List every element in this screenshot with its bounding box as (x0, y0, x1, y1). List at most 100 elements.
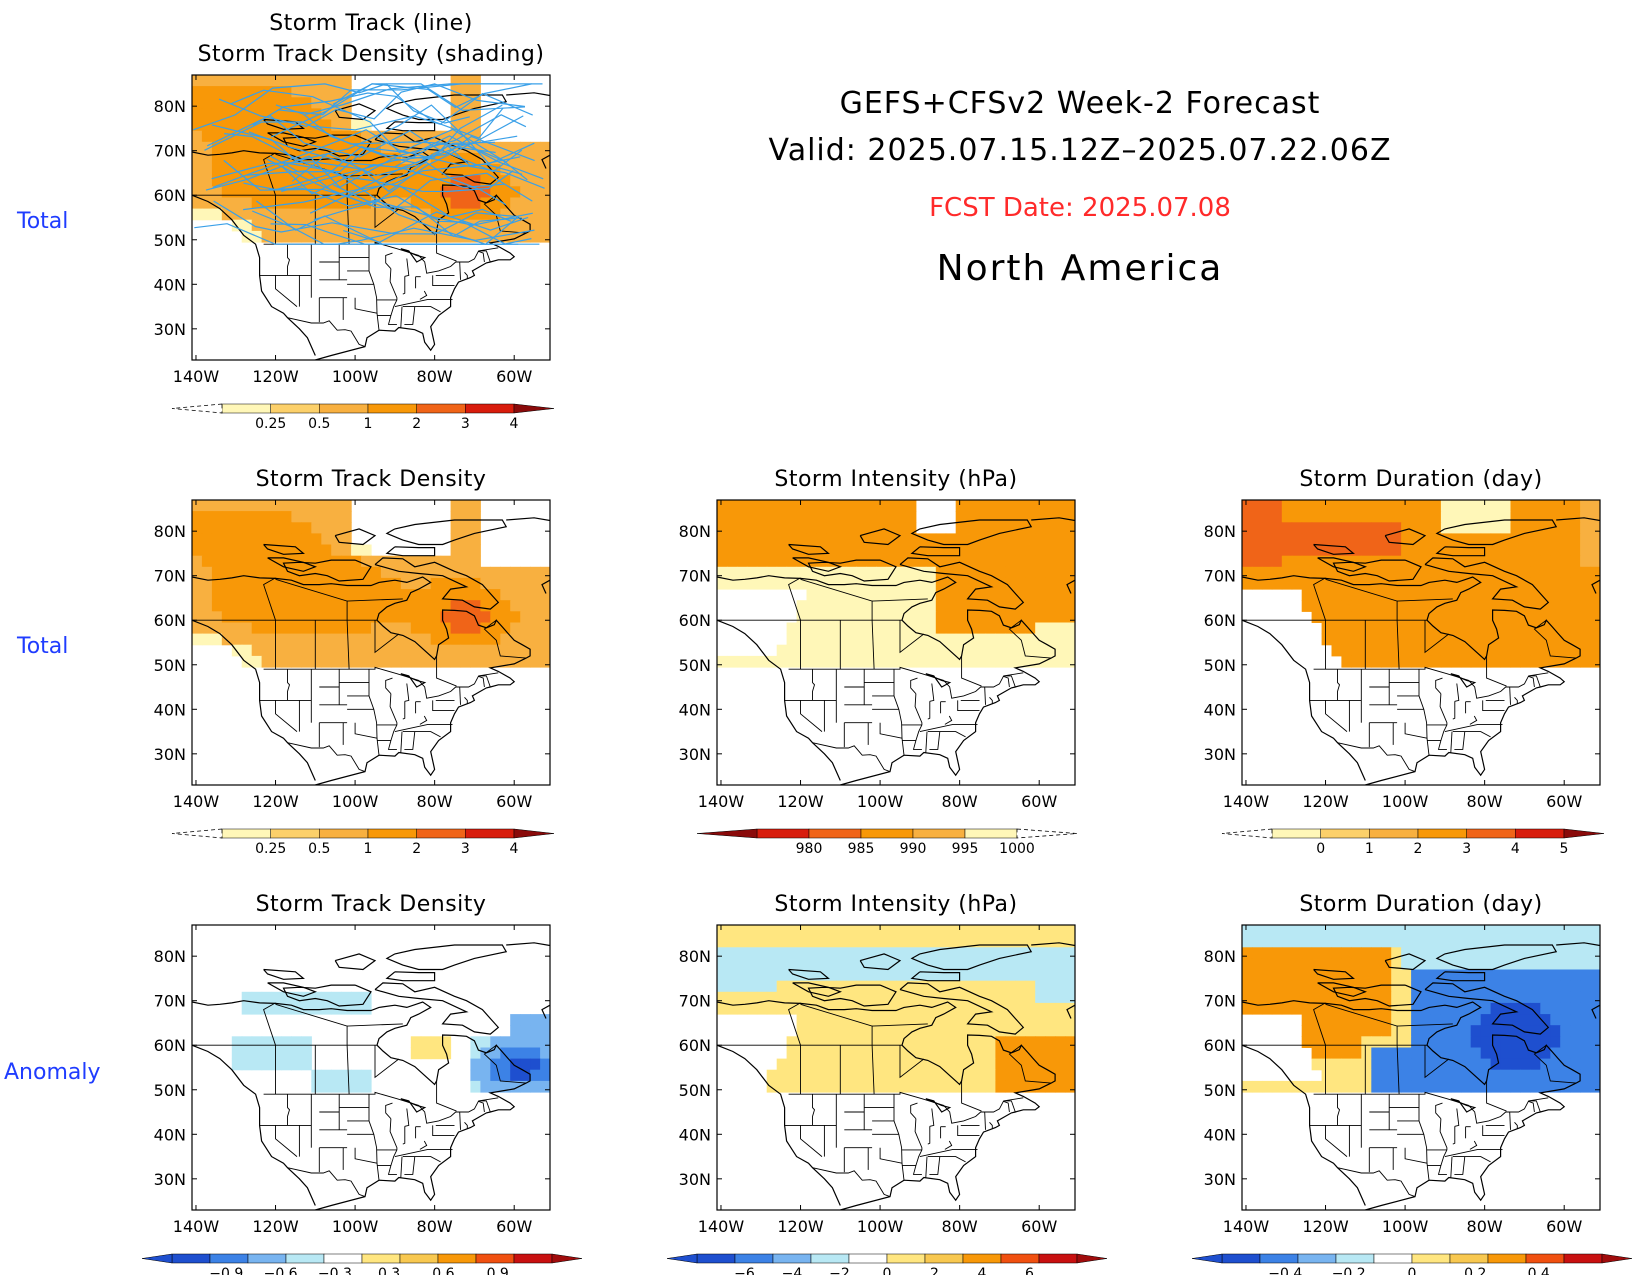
shade-cell (351, 208, 362, 221)
shade-cell (876, 1002, 887, 1015)
shade-cell (756, 991, 768, 1004)
boundary-line (1003, 1097, 1024, 1113)
shade-cell (816, 980, 827, 993)
shade-cell (995, 533, 1006, 546)
coastline (374, 982, 500, 1035)
shade-cell (321, 186, 332, 198)
shade-cell (410, 633, 422, 646)
shade-cell (192, 622, 203, 635)
coastline (385, 546, 436, 557)
shade-cell (241, 186, 253, 198)
shade-cell (1015, 947, 1026, 959)
shade-cell (816, 622, 827, 635)
shade-cell (510, 589, 521, 601)
shade-cell (786, 1058, 798, 1071)
coastline (541, 1004, 550, 1019)
shade-cell (1311, 1036, 1323, 1048)
shade-cell (410, 622, 422, 635)
shade-cell (361, 164, 372, 176)
coastline (385, 971, 436, 982)
shade-cell (460, 533, 471, 546)
shade-cell (1055, 925, 1066, 937)
shade-cell (1540, 991, 1551, 1004)
shade-cell (1440, 566, 1452, 579)
shade-cell (1460, 1047, 1472, 1060)
boundary-line (1454, 1156, 1466, 1175)
shade-cell (995, 1025, 1006, 1037)
shade-cell (321, 991, 332, 1004)
shade-cell (450, 577, 462, 590)
boundary-line (287, 742, 366, 773)
shade-cell (826, 522, 837, 534)
shade-cell (1580, 611, 1591, 623)
shade-cell (450, 555, 462, 568)
shade-cell (776, 1002, 788, 1015)
shade-cell (1291, 958, 1303, 971)
shade-cell (915, 1058, 927, 1071)
shade-cell (786, 544, 798, 557)
shade-cell (905, 980, 917, 993)
shade-cell (1005, 925, 1016, 937)
shade-cell (1331, 622, 1342, 635)
shade-cell (1311, 511, 1323, 523)
shade-cell (420, 589, 432, 601)
lon-tick-label: 100W (1382, 1217, 1429, 1236)
shade-cell (776, 947, 788, 959)
shade-cell (1341, 1047, 1352, 1060)
shade-cell (1251, 958, 1263, 971)
shade-cell (1242, 947, 1253, 959)
shade-cell (726, 544, 738, 557)
shade-cell (1391, 947, 1402, 959)
shade-cell (1381, 1047, 1392, 1060)
shade-cell (1391, 589, 1402, 601)
boundary-line (1396, 1045, 1400, 1095)
shade-cell (1401, 991, 1412, 1004)
shade-cell (430, 175, 442, 187)
shade-cell (1580, 1080, 1591, 1093)
shade-cell (301, 208, 312, 221)
shade-cell (1490, 925, 1502, 937)
shade-cell (1331, 522, 1342, 534)
shade-cell (1470, 577, 1482, 590)
coastline (1424, 557, 1550, 610)
shade-cell (530, 644, 541, 657)
boundary-line (944, 715, 953, 725)
shade-cell (480, 152, 491, 165)
shade-cell (896, 533, 907, 546)
shade-cell (1015, 1025, 1026, 1037)
shade-cell (321, 544, 332, 557)
shade-cell (1550, 500, 1561, 512)
shade-cell (1261, 511, 1273, 523)
shade-cell (261, 644, 273, 657)
shade-cell (1580, 555, 1591, 568)
shade-cell (321, 600, 332, 612)
shade-cell (1490, 611, 1502, 623)
shade-cell (945, 1036, 957, 1048)
shade-cell (231, 566, 243, 579)
shade-cell (736, 958, 748, 971)
shade-cell (1421, 633, 1432, 646)
shade-cell (1421, 622, 1432, 635)
shade-cell (1371, 925, 1382, 937)
colorbar-swatch (964, 828, 1018, 839)
shade-cell (291, 108, 302, 121)
shade-cell (1490, 969, 1502, 982)
shade-cell (440, 577, 452, 590)
shade-cell (1361, 633, 1372, 646)
shade-cell (1361, 500, 1372, 512)
shade-cell (1530, 980, 1541, 993)
shade-cell (371, 164, 382, 176)
shade-cell (430, 197, 442, 210)
shade-cell (806, 555, 817, 568)
shade-cell (786, 1047, 798, 1060)
shade-cell (540, 600, 550, 612)
lat-tick-label: 40N (679, 1125, 711, 1144)
shade-cell (1055, 500, 1066, 512)
lon-tick-label: 120W (252, 792, 299, 811)
shade-cell (1530, 566, 1541, 579)
shade-cell (281, 152, 292, 165)
shade-cell (945, 947, 957, 959)
shade-cell (975, 566, 987, 579)
colorbar: −0.9 −0.6 −0.3 0.3 0.6 0.9 (141, 1253, 583, 1275)
shade-cell (231, 577, 243, 590)
